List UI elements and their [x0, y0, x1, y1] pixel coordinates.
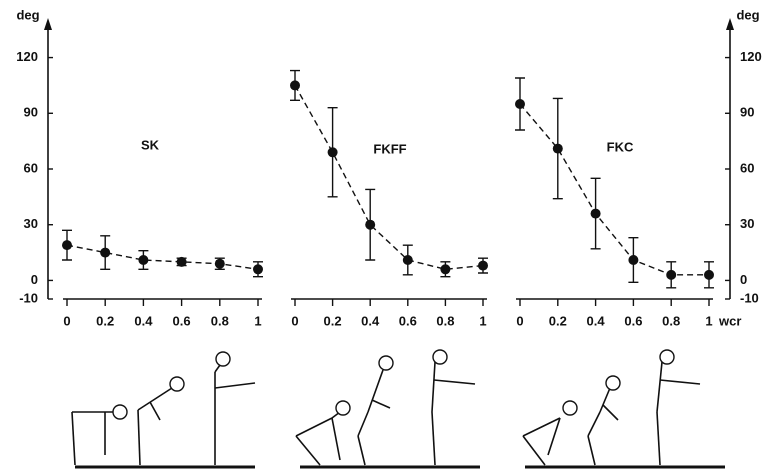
x-tick-label: 0 — [516, 313, 523, 328]
y-tick-label: 0 — [740, 272, 747, 287]
data-point — [290, 80, 300, 90]
data-point — [215, 259, 225, 269]
data-line — [295, 85, 483, 269]
y-tick-label: 60 — [740, 160, 754, 175]
y-tick-label: 90 — [740, 105, 754, 120]
y-tick-label: 30 — [24, 216, 38, 231]
y-tick-label: 120 — [740, 49, 762, 64]
y-tick-label: 30 — [740, 216, 754, 231]
y-tick-label: 90 — [24, 105, 38, 120]
stick-figures — [72, 350, 725, 467]
data-point — [704, 270, 714, 280]
data-point — [628, 255, 638, 265]
data-point — [440, 264, 450, 274]
x-tick-label: 0.4 — [361, 313, 380, 328]
data-point — [62, 240, 72, 250]
data-line — [520, 104, 709, 275]
y-tick-label: 60 — [24, 160, 38, 175]
x-tick-label: 0.8 — [662, 313, 680, 328]
x-tick-label: 0.6 — [173, 313, 191, 328]
data-point — [328, 147, 338, 157]
panel-title: FKFF — [373, 141, 406, 156]
data-point — [553, 144, 563, 154]
data-point — [478, 261, 488, 271]
data-point — [591, 209, 601, 219]
x-tick-label: 0.4 — [587, 313, 606, 328]
x-tick-label: 0.6 — [624, 313, 642, 328]
x-tick-label: 0.2 — [96, 313, 114, 328]
x-tick-label: 0 — [291, 313, 298, 328]
data-line — [67, 245, 258, 269]
panel-title: FKC — [607, 139, 634, 154]
x-tick-label: 1 — [479, 313, 486, 328]
x-axis-label: wcr — [718, 313, 741, 328]
y-axis-label: deg — [16, 7, 39, 22]
x-tick-label: 0.2 — [549, 313, 567, 328]
data-point — [666, 270, 676, 280]
y-axis-label: deg — [736, 7, 759, 22]
data-point — [138, 255, 148, 265]
data-point — [100, 248, 110, 258]
x-tick-label: 0.6 — [399, 313, 417, 328]
data-point — [365, 220, 375, 230]
y-axis-arrow — [726, 18, 734, 30]
x-tick-label: 1 — [254, 313, 261, 328]
x-tick-label: 0.8 — [436, 313, 454, 328]
x-tick-label: 0.8 — [211, 313, 229, 328]
y-tick-label: -10 — [19, 290, 38, 305]
y-tick-label: -10 — [740, 290, 759, 305]
x-tick-label: 0.4 — [134, 313, 153, 328]
data-point — [403, 255, 413, 265]
x-tick-label: 0 — [63, 313, 70, 328]
y-tick-label: 120 — [16, 49, 38, 64]
panel-title: SK — [141, 137, 160, 152]
x-tick-label: 1 — [705, 313, 712, 328]
y-axis-arrow — [44, 18, 52, 30]
data-point — [177, 257, 187, 267]
data-point — [253, 264, 263, 274]
data-point — [515, 99, 525, 109]
y-tick-label: 0 — [31, 272, 38, 287]
x-tick-label: 0.2 — [324, 313, 342, 328]
chart: SK 0 0.2 0.4 0.6 0.8 1 deg -10 0 30 60 90 120 FKFF 0 0.2… — [0, 0, 772, 473]
